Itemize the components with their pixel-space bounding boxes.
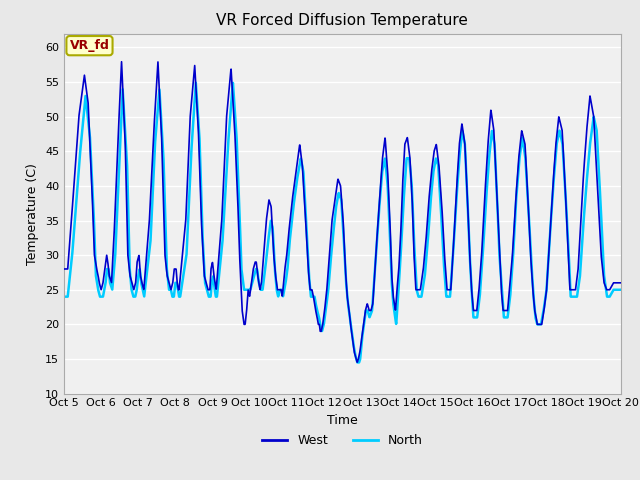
Legend: West, North: West, North	[257, 429, 428, 452]
Title: VR Forced Diffusion Temperature: VR Forced Diffusion Temperature	[216, 13, 468, 28]
X-axis label: Time: Time	[327, 414, 358, 427]
Y-axis label: Temperature (C): Temperature (C)	[26, 163, 40, 264]
Text: VR_fd: VR_fd	[70, 39, 109, 52]
